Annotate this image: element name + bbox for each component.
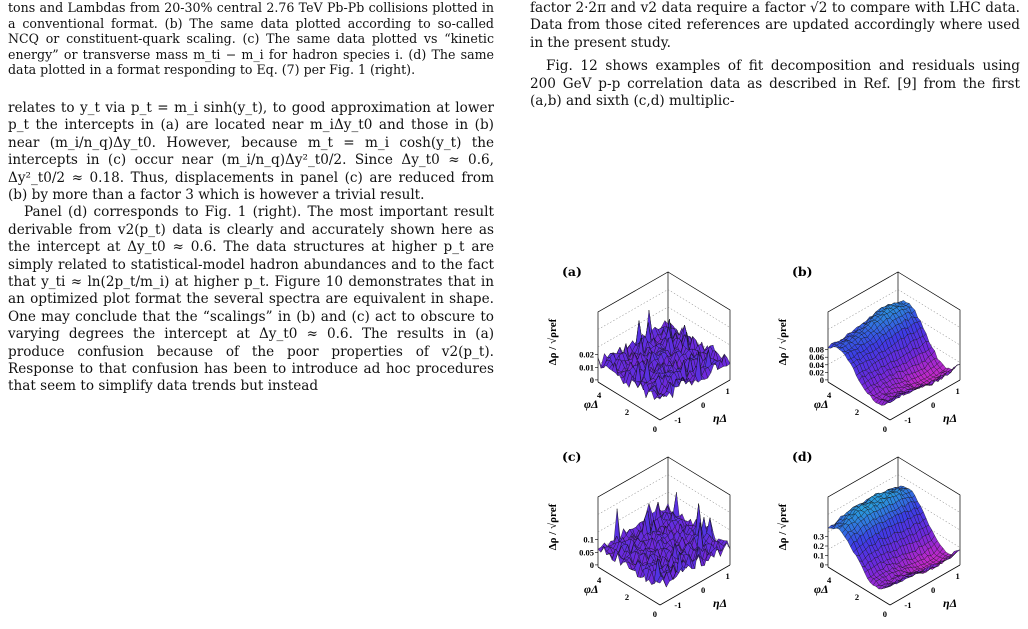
x-tick-label: 2 — [855, 592, 859, 602]
z-tick-label: 0.1 — [813, 550, 824, 560]
x-tick-label: 4 — [827, 575, 832, 585]
x-tick-label: 0 — [883, 609, 887, 619]
y-tick-label: 0 — [701, 585, 705, 595]
z-tick-label: 0.04 — [809, 360, 825, 370]
z-tick-label: 0.01 — [579, 362, 594, 372]
z-tick-label: 0 — [590, 560, 594, 570]
z-tick-label: 0.3 — [813, 532, 824, 542]
z-axis-label: Δρ / √ρref — [777, 318, 789, 365]
z-tick-label: 0.02 — [579, 350, 594, 360]
x-tick-label: 0 — [653, 424, 657, 434]
surface-plot-figure: 0.02 0.01 0 Δρ / √ρref 4 2 0 φΔ 1 0 -1 ηΔ (a) 0.08 0.… — [540, 254, 1000, 624]
y-tick-label: -1 — [674, 415, 681, 425]
figure-caption: tons and Lambdas from 20-30% central 2.7… — [8, 0, 494, 78]
x-tick-label: 4 — [597, 575, 602, 585]
panel-d: 0.3 0.2 0.1 0 Δρ / √ρref 4 2 0 φΔ 1 0 -1 ηΔ (d) — [770, 439, 1000, 624]
body-paragraph-1: relates to y_t via p_t = m_i sinh(y_t), … — [8, 99, 494, 203]
x-axis-label: φΔ — [814, 397, 829, 411]
y-axis-label: ηΔ — [943, 411, 957, 425]
y-tick-label: 1 — [726, 571, 730, 581]
body-paragraph-3: factor 2·2π and v2 data require a factor… — [530, 0, 1020, 51]
right-column: factor 2·2π and v2 data require a factor… — [530, 0, 1020, 110]
panel-a: 0.02 0.01 0 Δρ / √ρref 4 2 0 φΔ 1 0 -1 ηΔ (a) — [540, 254, 770, 439]
x-axis-label: φΔ — [814, 582, 829, 596]
z-tick-label: 0.06 — [809, 352, 824, 362]
z-axis-label: Δρ / √ρref — [547, 503, 559, 550]
surface-plot-2: 0.1 0.05 0 Δρ / √ρref 4 2 0 φΔ 1 0 -1 ηΔ (c) — [547, 449, 731, 619]
z-axis-label: Δρ / √ρref — [547, 318, 559, 365]
z-axis-label: Δρ / √ρref — [777, 503, 789, 550]
z-tick-label: 0 — [820, 560, 824, 570]
z-tick-label: 0 — [820, 375, 824, 385]
z-tick-label: 0.1 — [583, 535, 594, 545]
x-tick-label: 2 — [625, 592, 629, 602]
y-tick-label: 0 — [931, 585, 935, 595]
surface-plot-0: 0.02 0.01 0 Δρ / √ρref 4 2 0 φΔ 1 0 -1 ηΔ (a) — [547, 264, 731, 434]
x-tick-label: 2 — [855, 407, 859, 417]
panel-c: 0.1 0.05 0 Δρ / √ρref 4 2 0 φΔ 1 0 -1 ηΔ (c) — [540, 439, 770, 624]
z-tick-label: 0.08 — [809, 345, 824, 355]
z-tick-label: 0.02 — [809, 367, 824, 377]
panel-label: (c) — [562, 449, 581, 464]
y-axis-label: ηΔ — [713, 411, 727, 425]
x-tick-label: 0 — [653, 609, 657, 619]
y-tick-label: -1 — [904, 600, 911, 610]
y-tick-label: 1 — [956, 571, 960, 581]
x-axis-label: φΔ — [584, 397, 599, 411]
y-tick-label: -1 — [904, 415, 911, 425]
panel-b: 0.08 0.06 0.04 0.02 0 Δρ / √ρref 4 2 0 φΔ 1 0 -1 ηΔ (b… — [770, 254, 1000, 439]
panel-label: (d) — [792, 449, 813, 464]
z-tick-label: 0 — [590, 375, 594, 385]
z-tick-label: 0.05 — [579, 547, 594, 557]
x-axis-label: φΔ — [584, 582, 599, 596]
y-tick-label: 0 — [931, 400, 935, 410]
x-tick-label: 0 — [883, 424, 887, 434]
y-tick-label: -1 — [674, 600, 681, 610]
y-axis-label: ηΔ — [943, 596, 957, 610]
z-tick-label: 0.2 — [813, 541, 824, 551]
x-tick-label: 4 — [597, 390, 602, 400]
left-column: tons and Lambdas from 20-30% central 2.7… — [8, 0, 494, 396]
x-tick-label: 4 — [827, 390, 832, 400]
x-tick-label: 2 — [625, 407, 629, 417]
y-tick-label: 0 — [701, 400, 705, 410]
panel-label: (a) — [562, 264, 582, 279]
body-paragraph-4: Fig. 12 shows examples of fit decomposit… — [530, 58, 1020, 110]
y-axis-label: ηΔ — [713, 596, 727, 610]
y-tick-label: 1 — [956, 386, 960, 396]
y-tick-label: 1 — [726, 386, 730, 396]
body-paragraph-2: Panel (d) corresponds to Fig. 1 (right).… — [8, 204, 494, 395]
panel-label: (b) — [792, 264, 813, 279]
